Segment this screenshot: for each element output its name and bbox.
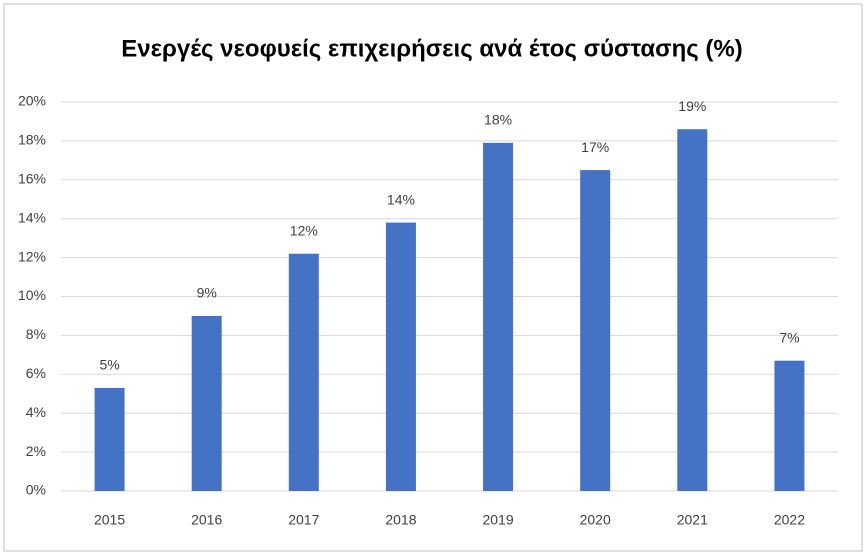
x-tick-label: 2019: [482, 512, 513, 528]
y-tick-label: 6%: [26, 365, 46, 381]
data-label: 18%: [484, 112, 512, 128]
y-tick-label: 4%: [26, 404, 46, 420]
y-tick-label: 14%: [18, 209, 46, 225]
bar: [288, 253, 319, 491]
y-tick-label: 12%: [18, 248, 46, 264]
bar: [580, 170, 611, 491]
data-label: 12%: [290, 222, 318, 238]
bar: [774, 360, 805, 491]
x-tick-label: 2020: [580, 512, 611, 528]
chart-title: Ενεργές νεοφυείς επιχειρήσεις ανά έτος σ…: [121, 35, 742, 62]
y-tick-label: 20%: [18, 93, 46, 109]
data-label: 9%: [197, 285, 217, 301]
data-label: 19%: [678, 98, 706, 114]
y-tick-label: 18%: [18, 132, 46, 148]
y-tick-label: 2%: [26, 443, 46, 459]
y-tick-label: 0%: [26, 482, 46, 498]
x-tick-label: 2017: [288, 512, 319, 528]
x-tick-label: 2015: [94, 512, 125, 528]
chart-frame: [3, 3, 863, 552]
data-label: 5%: [99, 357, 119, 373]
x-tick-label: 2016: [191, 512, 222, 528]
x-tick-label: 2022: [774, 512, 805, 528]
bar: [385, 222, 416, 491]
data-label: 7%: [779, 329, 799, 345]
data-label: 17%: [581, 139, 609, 155]
y-tick-label: 8%: [26, 326, 46, 342]
bar: [94, 387, 125, 491]
y-tick-label: 16%: [18, 171, 46, 187]
x-tick-label: 2021: [677, 512, 708, 528]
bar: [677, 129, 708, 492]
bar: [191, 315, 222, 491]
bar: [483, 142, 514, 491]
y-tick-label: 10%: [18, 287, 46, 303]
x-tick-label: 2018: [385, 512, 416, 528]
data-label: 14%: [387, 191, 415, 207]
